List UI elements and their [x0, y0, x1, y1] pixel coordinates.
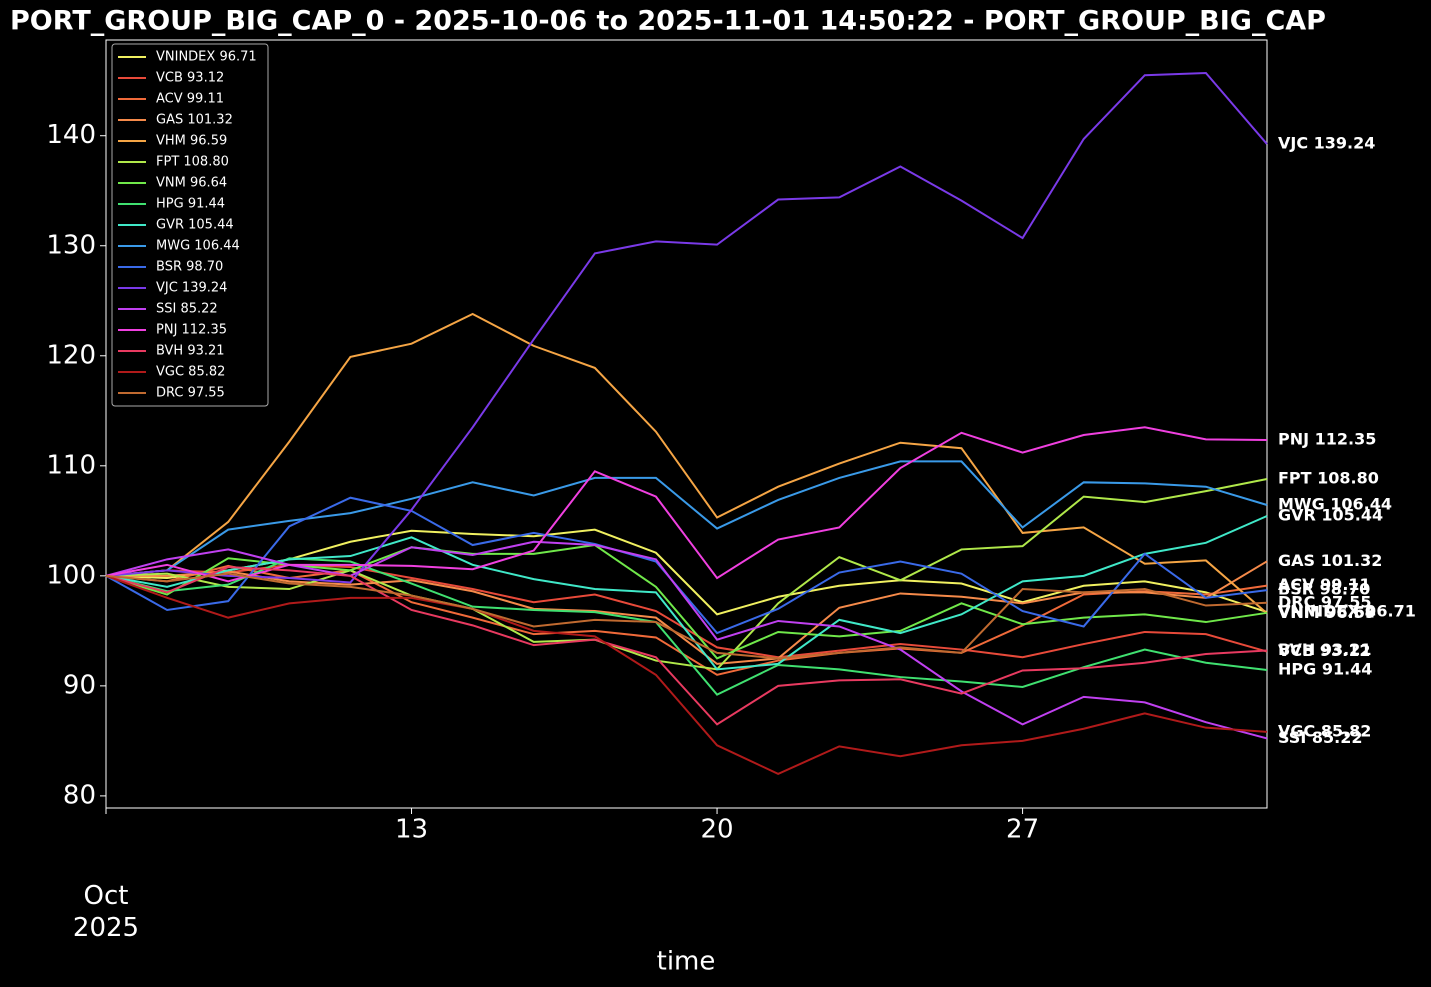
series-line [105, 540, 1268, 740]
y-tick-label: 90 [63, 670, 96, 700]
plot-frame [105, 39, 1268, 809]
series-line [105, 478, 1268, 671]
series-line [105, 312, 1268, 615]
x-tick-label-line: 2025 [73, 913, 139, 943]
series-line [105, 426, 1268, 583]
end-label: HPG 91.44 [1278, 660, 1372, 679]
legend-label: VJC 139.24 [156, 281, 227, 296]
end-label: GVR 105.44 [1278, 505, 1383, 524]
series-line [105, 496, 1268, 635]
y-tick-label: 130 [46, 230, 96, 260]
end-label: FPT 108.80 [1278, 469, 1379, 488]
legend-label: VNM 96.64 [156, 176, 227, 191]
y-tick-label: 110 [46, 450, 96, 480]
end-label: BVH 93.21 [1278, 640, 1372, 659]
x-tick-label: 20 [701, 815, 734, 845]
legend-box [111, 43, 269, 407]
x-tick-label-line: Oct [84, 881, 129, 911]
legend-label: VCB 93.12 [156, 71, 224, 86]
series-line [105, 564, 1268, 676]
y-tick-label: 120 [46, 340, 96, 370]
end-label: MWG 106.44 [1278, 494, 1392, 513]
legend-label: VNINDEX 96.71 [156, 50, 257, 65]
end-label: PNJ 112.35 [1278, 429, 1376, 448]
series-line [105, 515, 1268, 671]
series-line [105, 528, 1268, 616]
y-tick-label: 80 [63, 780, 96, 810]
legend-label: BVH 93.21 [156, 344, 225, 359]
legend-label: GAS 101.32 [156, 113, 233, 128]
legend-label: BSR 98.70 [156, 260, 223, 275]
legend-label: SSI 85.22 [156, 302, 218, 317]
end-label: GAS 101.32 [1278, 551, 1382, 570]
legend-label: GVR 105.44 [156, 218, 234, 233]
series-line [105, 572, 1268, 660]
end-label: VHM 96.59 [1278, 603, 1376, 622]
series-line [105, 460, 1268, 577]
legend-label: HPG 91.44 [156, 197, 225, 212]
end-label: SSI 85.22 [1278, 728, 1362, 747]
end-label: VGC 85.82 [1278, 721, 1371, 740]
series-line [105, 71, 1268, 584]
series-line [105, 574, 1268, 775]
y-tick-label: 100 [46, 560, 96, 590]
legend-label: PNJ 112.35 [156, 323, 227, 338]
legend-label: MWG 106.44 [156, 239, 240, 254]
chart-title: PORT_GROUP_BIG_CAP_0 - 2025-10-06 to 202… [10, 6, 1326, 37]
end-label: VCB 93.12 [1278, 641, 1371, 660]
end-label: VNM 96.64 [1278, 602, 1376, 621]
series-line [105, 566, 1268, 726]
end-label: BSR 98.70 [1278, 580, 1370, 599]
end-label: VJC 139.24 [1278, 134, 1375, 153]
legend-label: VGC 85.82 [156, 365, 225, 380]
legend: VNINDEX 96.71 VCB 93.12 ACV 99.11 GAS 101.3… [111, 43, 269, 407]
legend-label: FPT 108.80 [156, 155, 229, 170]
legend-label: DRC 97.55 [156, 386, 225, 401]
x-tick-label: 13 [395, 815, 428, 845]
legend-label: ACV 99.11 [156, 92, 224, 107]
end-label: DRC 97.55 [1278, 592, 1372, 611]
end-label: ACV 99.11 [1278, 575, 1371, 594]
legend-label: VHM 96.59 [156, 134, 227, 149]
series-line [106, 560, 1268, 665]
x-tick-label: 27 [1006, 815, 1039, 845]
end-label: VNINDEX 96.71 [1278, 602, 1416, 621]
x-tick-label: Oct 2025 [73, 881, 139, 943]
x-axis-label: time [657, 947, 716, 977]
y-tick-label: 140 [46, 120, 96, 150]
